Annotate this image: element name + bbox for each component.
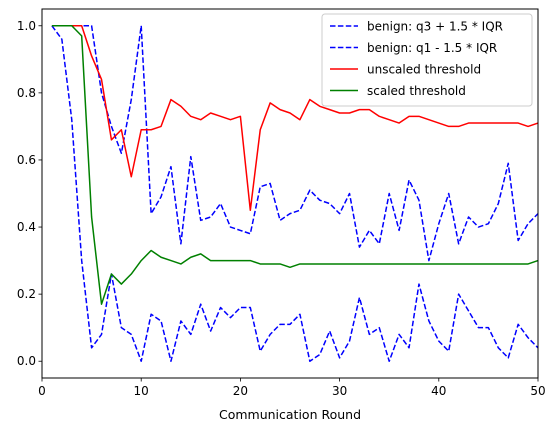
y-tick-label: 0.8	[17, 86, 36, 100]
y-tick-label: 0.6	[17, 153, 36, 167]
legend-label-2: benign: q1 - 1.5 * IQR	[367, 41, 497, 55]
y-tick-label: 0.0	[17, 354, 36, 368]
plot-frame	[41, 8, 539, 379]
x-tick-label: 30	[332, 384, 347, 398]
legend: benign: q3 + 1.5 * IQR benign: q1 - 1.5 *…	[321, 13, 533, 107]
legend-items: benign: q3 + 1.5 * IQR benign: q1 - 1.5 *…	[330, 20, 503, 98]
series-line-2	[51, 25, 539, 262]
y-tick-label: 1.0	[17, 19, 36, 33]
x-tick-label: 20	[233, 384, 248, 398]
legend-label-3: unscaled threshold	[367, 63, 481, 77]
series-line-1	[51, 25, 539, 362]
legend-label-4: scaled threshold	[367, 84, 466, 98]
x-tick-label: 10	[134, 384, 149, 398]
x-tick-label: 0	[38, 384, 46, 398]
series-layer	[51, 25, 539, 362]
series-line-4	[51, 25, 539, 305]
legend-frame	[321, 13, 533, 107]
y-tick-label: 0.2	[17, 287, 36, 301]
x-tick-label: 50	[530, 384, 545, 398]
legend-label-1: benign: q3 + 1.5 * IQR	[367, 20, 503, 34]
x-axis-title: Communication Round	[219, 407, 361, 422]
ticks-layer: 0 10 20 30 40 50 0.0 0.2 0.4 0.6 0.8 1.0	[17, 19, 546, 398]
series-line-3	[51, 25, 539, 212]
x-tick-label: 40	[431, 384, 446, 398]
y-tick-label: 0.4	[17, 220, 36, 234]
